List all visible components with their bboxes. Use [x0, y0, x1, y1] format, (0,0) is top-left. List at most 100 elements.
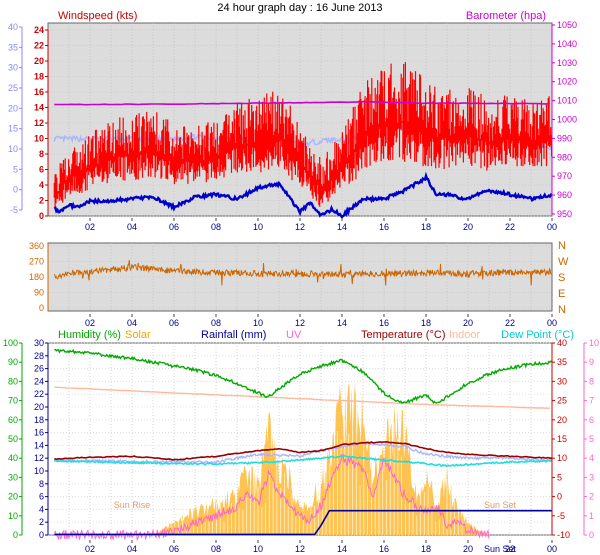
rainfall-axis-tick-label: 26	[34, 364, 44, 374]
page-title: 24 hour graph day : 16 June 2013	[217, 2, 382, 14]
temperature-axis-tick-label: 15	[557, 434, 567, 444]
uv-axis-tick-label: 0	[589, 530, 594, 540]
legend-barometer: Barometer (hpa)	[466, 10, 546, 22]
humidity-axis-tick-label: 10	[8, 511, 18, 521]
humidity-axis-tick-label: 80	[8, 376, 18, 386]
rainfall-axis-tick-label: 16	[34, 428, 44, 438]
barometer-axis-tick-label: 1000	[557, 115, 577, 125]
barometer-axis-tick-label: 1040	[557, 39, 577, 49]
rainfall-axis-tick-label: 8	[39, 479, 44, 489]
legend-uv: UV	[286, 329, 302, 341]
x-tick-label: 12	[295, 318, 305, 328]
uv-axis-tick-label: 2	[589, 492, 594, 502]
uv-axis-tick-label: 1	[589, 511, 594, 521]
legend-windspeed: Windspeed (kts)	[58, 10, 137, 22]
wind-outer-axis-tick-label: 0	[13, 185, 18, 195]
temperature-series	[54, 440, 553, 461]
x-tick-label: 04	[127, 222, 137, 232]
legend-rainfall: Rainfall (mm)	[201, 329, 266, 341]
rainfall-axis-tick-label: 6	[39, 492, 44, 502]
barometer-axis-tick-label: 980	[557, 152, 572, 162]
uv-axis-tick-label: 9	[589, 357, 594, 367]
uv-axis-tick-label: 4	[589, 453, 594, 463]
uv-axis-tick-label: 10	[589, 338, 599, 348]
barometer-axis-tick-label: 1030	[557, 58, 577, 68]
x-tick-label: 02	[85, 544, 95, 554]
x-tick-label: 06	[169, 222, 179, 232]
indoor-series	[54, 386, 550, 409]
x-tick-label: 14	[337, 318, 347, 328]
wind-inner-axis-tick-label: 22	[34, 41, 44, 51]
wind-inner-axis-tick-label: 2	[39, 196, 44, 206]
rainfall-axis-tick-label: 4	[39, 504, 44, 514]
wind-inner-axis-tick-label: 0	[39, 211, 44, 221]
legend-humidity: Humidity (%)	[58, 329, 121, 341]
barometer-axis-tick-label: 1010	[557, 96, 577, 106]
uv-axis-tick-label: 3	[589, 472, 594, 482]
humidity-axis-tick-label: 100	[3, 338, 18, 348]
compass-label: N	[558, 304, 566, 316]
uv-series	[53, 453, 490, 542]
direction-tick-label: 270	[29, 257, 44, 267]
humidity-axis-tick-label: 0	[13, 530, 18, 540]
rainfall-series	[54, 509, 552, 536]
humidity-axis-tick-label: 60	[8, 415, 18, 425]
x-tick-label: 22	[505, 318, 515, 328]
uv-axis-tick-label: 6	[589, 415, 594, 425]
temperature-axis-tick-label: -5	[557, 511, 565, 521]
annotation-sun-rise: Sun Rise	[114, 500, 151, 510]
x-tick-label: 16	[379, 222, 389, 232]
wind-outer-axis-tick-label: 40	[8, 22, 18, 32]
x-tick-label: 18	[421, 318, 431, 328]
x-tick-label: 00	[547, 222, 557, 232]
uv-axis-tick-label: 5	[589, 434, 594, 444]
direction-series	[53, 260, 552, 286]
rainfall-axis-tick-label: 30	[34, 338, 44, 348]
wind-inner-axis-tick-label: 6	[39, 165, 44, 175]
compass-label: E	[558, 288, 565, 300]
temperature-axis-tick-label: 30	[557, 376, 567, 386]
x-tick-label: 22	[505, 544, 515, 554]
x-tick-label: 16	[379, 318, 389, 328]
rainfall-axis-tick-label: 10	[34, 466, 44, 476]
x-tick-label: 16	[379, 544, 389, 554]
rainfall-axis-tick-label: 0	[39, 530, 44, 540]
temperature-axis-tick-label: -10	[557, 530, 570, 540]
humidity-axis-tick-label: 20	[8, 492, 18, 502]
direction-tick-label: 180	[29, 272, 44, 282]
barometer-axis-tick-label: 1020	[557, 77, 577, 87]
compass-label: N	[558, 240, 566, 252]
barometer-axis-tick-label: 950	[557, 209, 572, 219]
temperature-axis-tick-label: 0	[557, 492, 562, 502]
wind-inner-axis-tick-label: 4	[39, 180, 44, 190]
compass-label: W	[558, 256, 569, 268]
temperature-axis-tick-label: 25	[557, 396, 567, 406]
barometer-axis-tick-label: 1050	[557, 20, 577, 30]
x-tick-label: 12	[295, 222, 305, 232]
x-tick-label: 14	[337, 222, 347, 232]
temperature-axis-tick-label: 40	[557, 338, 567, 348]
barometer-axis-tick-label: 960	[557, 190, 572, 200]
direction-tick-label: 0	[39, 303, 44, 313]
wind-inner-axis-tick-label: 18	[34, 72, 44, 82]
wind-inner-axis-tick-label: 12	[34, 118, 44, 128]
wind-inner-axis-tick-label: 14	[34, 103, 44, 113]
direction-tick-label: 360	[29, 241, 44, 251]
x-tick-label: 06	[169, 544, 179, 554]
compass-label: S	[558, 272, 565, 284]
x-tick-label: 22	[505, 222, 515, 232]
solar-area-fill	[54, 383, 490, 535]
temperature-axis-tick-label: 5	[557, 472, 562, 482]
x-tick-label: 18	[421, 222, 431, 232]
x-tick-label: 06	[169, 318, 179, 328]
x-tick-label: 08	[211, 222, 221, 232]
rainfall-axis-tick-label: 28	[34, 351, 44, 361]
x-tick-label: 20	[463, 318, 473, 328]
humidity-axis-tick-label: 30	[8, 472, 18, 482]
x-tick-label: 00	[547, 544, 557, 554]
wind-inner-axis-tick-label: 16	[34, 87, 44, 97]
x-tick-label: 10	[253, 222, 263, 232]
x-tick-label: 02	[85, 222, 95, 232]
x-tick-label: 18	[421, 544, 431, 554]
uv-axis-tick-label: 7	[589, 396, 594, 406]
